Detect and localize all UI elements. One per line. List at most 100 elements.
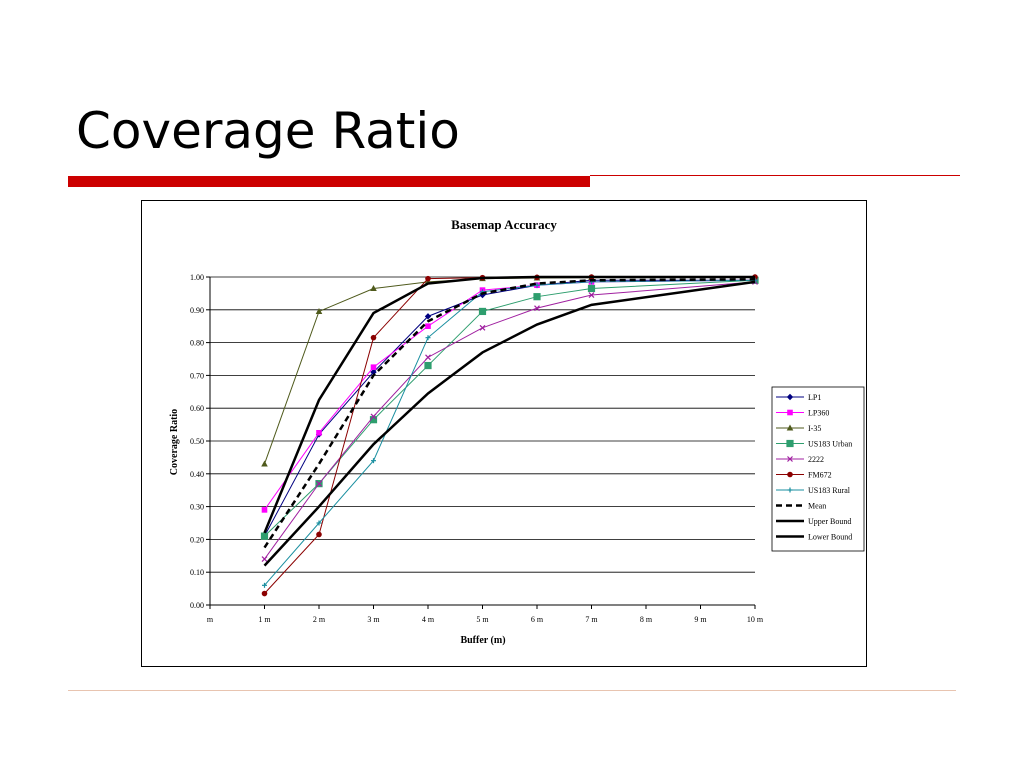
data-point [424,361,432,370]
x-tick-label: 1 m [258,615,271,624]
series-line [263,280,756,567]
slide-title: Coverage Ratio [76,102,460,160]
chart-title: Basemap Accuracy [451,217,557,232]
series-line [264,279,756,586]
legend-label: US183 Rural [808,486,851,495]
data-point [533,293,541,301]
series-line [264,279,756,511]
x-tick-label: 3 m [367,615,380,624]
data-point [787,487,793,493]
data-point [316,430,322,436]
legend-entry: Mean [776,502,826,511]
x-tick-label: 6 m [531,615,544,624]
data-point [424,313,432,320]
series-upper-bound [263,275,755,534]
series-lower-bound [263,280,756,567]
data-point [261,460,268,467]
series-line [263,275,755,534]
x-tick-label: 9 m [694,615,707,624]
legend-entry: I-35 [776,424,821,433]
x-tick-label: 7 m [585,615,598,624]
legend-label: Upper Bound [808,517,851,526]
data-point [786,439,794,448]
data-point [787,471,793,478]
data-point [587,284,596,293]
series-mean [263,278,756,549]
y-tick-label: 0.90 [190,306,204,315]
footer-rule [68,690,956,691]
y-tick-label: 0.30 [190,503,204,512]
legend-label: LP1 [808,393,821,402]
legend-entry: US183 Urban [776,440,852,449]
data-point [316,480,322,487]
coverage-chart: 0.00 0.10 0.20 0.30 0.40 0.50 0.60 0.70 0.80 0.90… [169,217,865,646]
y-tick-label: 0.70 [190,371,204,380]
data-point [261,556,268,563]
data-point [425,323,431,329]
series-us183-rural [262,277,758,588]
y-tick-label: 0.60 [190,404,204,413]
legend-entry: LP360 [776,409,829,418]
data-point [315,307,323,314]
legend-label: Mean [808,502,826,511]
x-tick-label: 4 m [422,615,435,624]
data-point [369,416,378,424]
x-axis-label: Buffer (m) [460,635,505,646]
data-point [370,334,377,341]
axis-layer: 0.00 0.10 0.20 0.30 0.40 0.50 0.60 0.70 0.80 0.90… [190,273,764,624]
data-point [370,413,377,420]
series-2222 [261,278,758,563]
y-axis-label: Coverage Ratio [169,409,180,475]
data-point [261,507,268,513]
data-point [786,393,794,401]
data-point [371,458,376,464]
legend-entry: LP1 [776,393,821,402]
data-point [534,305,540,312]
x-tick-label: m [207,615,214,624]
series-layer [260,273,759,597]
data-point [262,582,267,588]
data-point [786,424,794,431]
y-tick-label: 0.20 [190,535,204,544]
data-point [787,409,793,416]
y-tick-label: 0.00 [190,601,204,610]
data-point [425,275,431,282]
data-point [261,590,268,597]
legend-entry: Upper Bound [776,517,851,526]
series-lp360 [261,277,758,513]
y-tick-label: 1.00 [190,273,204,282]
data-point [260,532,269,540]
x-tick-label: 8 m [640,615,653,624]
series-line [264,281,756,560]
legend-entry: Lower Bound [776,533,852,542]
x-tick-label: 2 m [313,615,326,624]
title-accent-line [590,175,960,176]
y-tick-label: 0.50 [190,437,204,446]
title-accent-bar [68,176,590,187]
legend-label: US183 Urban [808,440,852,449]
data-point [370,284,377,291]
y-tick-label: 0.10 [190,568,204,577]
legend-label: Lower Bound [808,533,852,542]
data-point [370,368,377,376]
data-point [479,324,486,331]
data-point [316,531,322,538]
y-tick-label: 0.80 [190,339,204,348]
legend-label: 2222 [808,455,824,464]
x-tick-label: 5 m [476,615,489,624]
data-point [588,292,595,298]
legend-layer: LP1 LP360 I-35 US183 Urban 2222 FM672 US183 Ru… [771,386,865,552]
data-point [534,282,540,288]
data-point [370,364,377,370]
data-point [425,335,431,341]
legend-entry: 2222 [776,455,824,464]
legend-label: LP360 [808,409,829,418]
data-point [425,354,431,361]
chart-frame: 0.00 0.10 0.20 0.30 0.40 0.50 0.60 0.70 0.80 0.90… [141,200,867,667]
data-point [478,307,487,316]
x-tick-label: 10 m [747,615,764,624]
data-point [479,291,486,299]
y-tick-label: 0.40 [190,470,204,479]
series-line [263,278,756,549]
data-point [787,456,793,462]
